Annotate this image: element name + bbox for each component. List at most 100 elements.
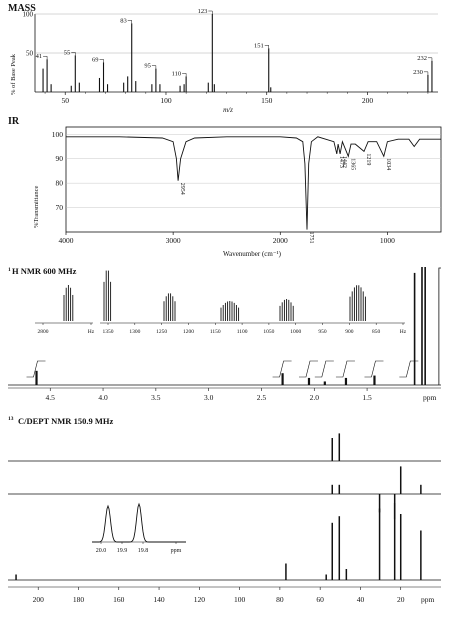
hnmr-inset-main-tick-label: 1350 <box>103 329 114 335</box>
ir-peak-label: 1442 <box>341 156 347 168</box>
mass-ytick-label: 50 <box>26 50 34 58</box>
cnmr-xtick-label: 160 <box>113 595 125 604</box>
mass-peak-label: 232 <box>417 55 427 62</box>
ir-chart: 100 90 80 70 4000 3000 2000 1000 2954 1751 1473144… <box>52 126 442 245</box>
hnmr-xtick-label: 1.5 <box>362 393 372 402</box>
hnmr-inset-main-tick-label: 1250 <box>156 329 167 335</box>
hnmr-chart: 4.5 4.0 3.5 3.0 2.5 2.0 1.5 ppm 2800 Hz 1350 1300 12… <box>8 267 441 402</box>
hnmr-inset-main-tick-label: 1100 <box>237 329 248 335</box>
hnmr-xunit: ppm <box>423 393 437 402</box>
cnmr-xtick-label: 40 <box>357 595 365 604</box>
cnmr-xtick-label: 60 <box>316 595 324 604</box>
mass-peak-leader <box>127 20 132 24</box>
hnmr-xtick-label: 3.5 <box>151 393 161 402</box>
mass-peak-leader <box>71 52 76 56</box>
mass-peak-label: 151 <box>254 42 264 49</box>
ir-xtick-label: 3000 <box>166 236 181 245</box>
hnmr-integral <box>298 360 318 378</box>
hnmr-inset-main-tick-label: 950 <box>318 329 327 335</box>
hnmr-inset-left-tick-label: 2800 <box>38 329 49 335</box>
cnmr-xunit: ppm <box>421 595 435 604</box>
hnmr-inset-main-tick-label: 1050 <box>263 329 274 335</box>
cnmr-inset-tick-label: 20.0 <box>96 548 107 554</box>
ir-title: IR <box>8 116 20 127</box>
ir-ylabel: %Transmittance <box>33 186 40 228</box>
mass-peak-label: 69 <box>92 56 99 63</box>
cnmr-xtick-label: 200 <box>33 595 45 604</box>
mass-peak-leader <box>43 55 48 60</box>
ir-peak-label: 1751 <box>308 232 314 244</box>
ir-peak-label: 1034 <box>385 158 391 170</box>
hnmr-xtick-label: 2.0 <box>310 393 320 402</box>
mass-peak-leader <box>423 71 429 75</box>
cnmr-title-sup: 13 <box>8 416 14 422</box>
cnmr-xtick-label: 100 <box>234 595 246 604</box>
cnmr-xtick-label: 180 <box>73 595 85 604</box>
mass-peak-label: 110 <box>172 70 182 77</box>
hnmr-title-sup: 1 <box>8 267 11 273</box>
hnmr-title: H NMR 600 MHz <box>12 266 77 276</box>
hnmr-inset-main-tick-label: 850 <box>372 329 381 335</box>
mass-peak-leader <box>182 73 187 77</box>
hnmr-integral <box>364 360 384 378</box>
mass-peak-leader <box>208 10 213 14</box>
mass-ylabel: % of Base Peak <box>10 53 17 95</box>
ir-xtick-label: 1000 <box>380 236 395 245</box>
ir-ytick-label: 70 <box>56 203 64 212</box>
mass-xtick-label: 200 <box>362 96 374 105</box>
mass-chart: 100 50 50 100 150 200 41 55 69 83 95 110 123 151 230 23… <box>23 8 438 105</box>
cnmr-inset-trace <box>92 502 186 543</box>
mass-peak-leader <box>99 59 104 63</box>
cnmr-inset-tick-label: 19.9 <box>117 548 128 554</box>
mass-peak-label: 55 <box>64 49 71 56</box>
cnmr-xtick-label: 20 <box>397 595 405 604</box>
mass-peak-label: 95 <box>144 63 151 70</box>
hnmr-integral <box>335 360 355 378</box>
hnmr-integral <box>399 360 419 378</box>
hnmr-integral <box>272 360 292 378</box>
mass-xlabel: m/z <box>223 106 233 114</box>
hnmr-inset-main-tick-label: 1200 <box>183 329 194 335</box>
hnmr-xtick-label: 4.5 <box>46 393 56 402</box>
ir-ytick-label: 90 <box>56 154 64 163</box>
ir-ytick-label: 100 <box>52 130 64 139</box>
mass-peak-label: 41 <box>36 53 43 60</box>
cnmr-xtick-label: 80 <box>276 595 284 604</box>
hnmr-inset-main-tick-label: 900 <box>345 329 354 335</box>
ir-peak-label: 1219 <box>365 153 371 165</box>
mass-peak-label: 230 <box>413 69 423 76</box>
cnmr-xtick-label: 120 <box>194 595 206 604</box>
hnmr-inset-main-tick-label: Hz <box>400 329 407 335</box>
mass-peak-label: 123 <box>198 8 208 15</box>
cnmr-inset-tick-label: ppm <box>171 548 182 554</box>
ir-trace <box>66 136 441 230</box>
hnmr-xtick-label: 2.5 <box>257 393 267 402</box>
mass-xtick-label: 100 <box>160 96 172 105</box>
ir-xtick-label: 4000 <box>59 236 74 245</box>
hnmr-inset-left-tick-label: Hz <box>88 329 95 335</box>
hnmr-integral <box>26 360 46 378</box>
cnmr-chart: 200 180 160 140 120 100 80 60 40 20 ppm 20.0 19.9 19.… <box>8 433 441 604</box>
mass-ytick-label: 100 <box>23 11 34 19</box>
ir-frame <box>65 126 442 233</box>
mass-xtick-label: 50 <box>61 96 69 105</box>
hnmr-inset-main-tick-label: 1000 <box>290 329 301 335</box>
cnmr-title: C/DEPT NMR 150.9 MHz <box>18 416 113 426</box>
hnmr-inset-main-tick-label: 1150 <box>210 329 221 335</box>
ir-xlabel: Wavenumber (cm⁻¹) <box>223 250 282 258</box>
mass-title: MASS <box>8 3 36 14</box>
mass-peak-leader <box>427 57 433 61</box>
cnmr-inset-tick-label: 19.8 <box>138 548 149 554</box>
hnmr-inset-main-tick-label: 1300 <box>129 329 140 335</box>
ir-peak-label: 1365 <box>349 158 355 170</box>
cnmr-xtick-label: 140 <box>153 595 165 604</box>
mass-xtick-label: 150 <box>261 96 273 105</box>
hnmr-xtick-label: 3.0 <box>204 393 214 402</box>
mass-peak-leader <box>151 65 157 69</box>
hnmr-xtick-label: 4.0 <box>98 393 108 402</box>
ir-xtick-label: 2000 <box>273 236 288 245</box>
hnmr-integral-methyl <box>438 267 441 385</box>
mass-peak-label: 83 <box>120 17 127 24</box>
ir-peak-label: 2954 <box>179 183 185 195</box>
